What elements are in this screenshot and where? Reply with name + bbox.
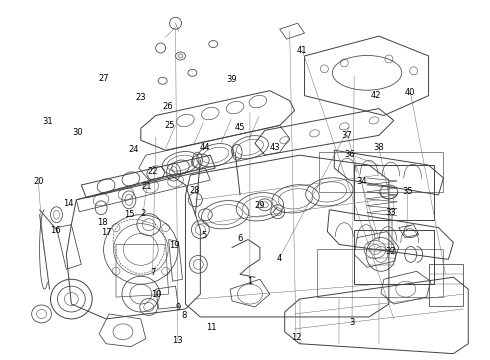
Text: 2: 2 <box>140 210 146 219</box>
Text: 45: 45 <box>235 123 245 132</box>
Text: 24: 24 <box>128 145 138 154</box>
Text: 5: 5 <box>201 231 206 240</box>
Text: 1: 1 <box>247 277 252 286</box>
Text: 21: 21 <box>141 182 151 191</box>
Text: 36: 36 <box>344 150 355 159</box>
Text: 39: 39 <box>226 76 237 85</box>
Text: 29: 29 <box>254 201 265 210</box>
Text: 26: 26 <box>162 102 172 111</box>
Bar <box>429 264 464 306</box>
Text: 42: 42 <box>371 91 382 100</box>
Text: 8: 8 <box>181 311 187 320</box>
Text: 30: 30 <box>72 128 83 137</box>
Text: 22: 22 <box>147 167 158 176</box>
Bar <box>354 230 434 284</box>
Text: 14: 14 <box>63 199 74 208</box>
Text: 6: 6 <box>238 234 243 243</box>
Bar <box>319 152 443 192</box>
Text: 37: 37 <box>342 131 352 140</box>
Text: 4: 4 <box>276 254 282 263</box>
Text: 17: 17 <box>100 228 111 237</box>
Text: 28: 28 <box>189 185 200 194</box>
Text: 23: 23 <box>135 93 146 102</box>
Text: 18: 18 <box>97 218 107 227</box>
Text: 25: 25 <box>164 121 175 130</box>
Text: 33: 33 <box>386 208 396 217</box>
Text: 15: 15 <box>124 210 135 219</box>
Text: 32: 32 <box>386 247 396 256</box>
Text: 35: 35 <box>403 187 413 196</box>
Text: 7: 7 <box>150 268 155 277</box>
Bar <box>354 165 434 220</box>
Text: 13: 13 <box>172 336 183 345</box>
Text: 40: 40 <box>405 88 416 97</box>
Text: 43: 43 <box>270 143 280 152</box>
Text: 12: 12 <box>291 333 301 342</box>
Bar <box>318 249 443 297</box>
Text: 16: 16 <box>50 225 61 234</box>
Text: 38: 38 <box>373 143 384 152</box>
Text: 19: 19 <box>169 240 180 249</box>
Text: 31: 31 <box>43 117 53 126</box>
Text: 20: 20 <box>33 177 44 186</box>
Text: 11: 11 <box>206 323 216 332</box>
Text: 41: 41 <box>297 46 308 55</box>
Text: 44: 44 <box>200 143 210 152</box>
Text: 10: 10 <box>151 290 161 299</box>
Text: 9: 9 <box>176 303 181 312</box>
Text: 27: 27 <box>98 74 109 83</box>
Text: 34: 34 <box>356 177 367 186</box>
Text: 3: 3 <box>349 318 355 327</box>
